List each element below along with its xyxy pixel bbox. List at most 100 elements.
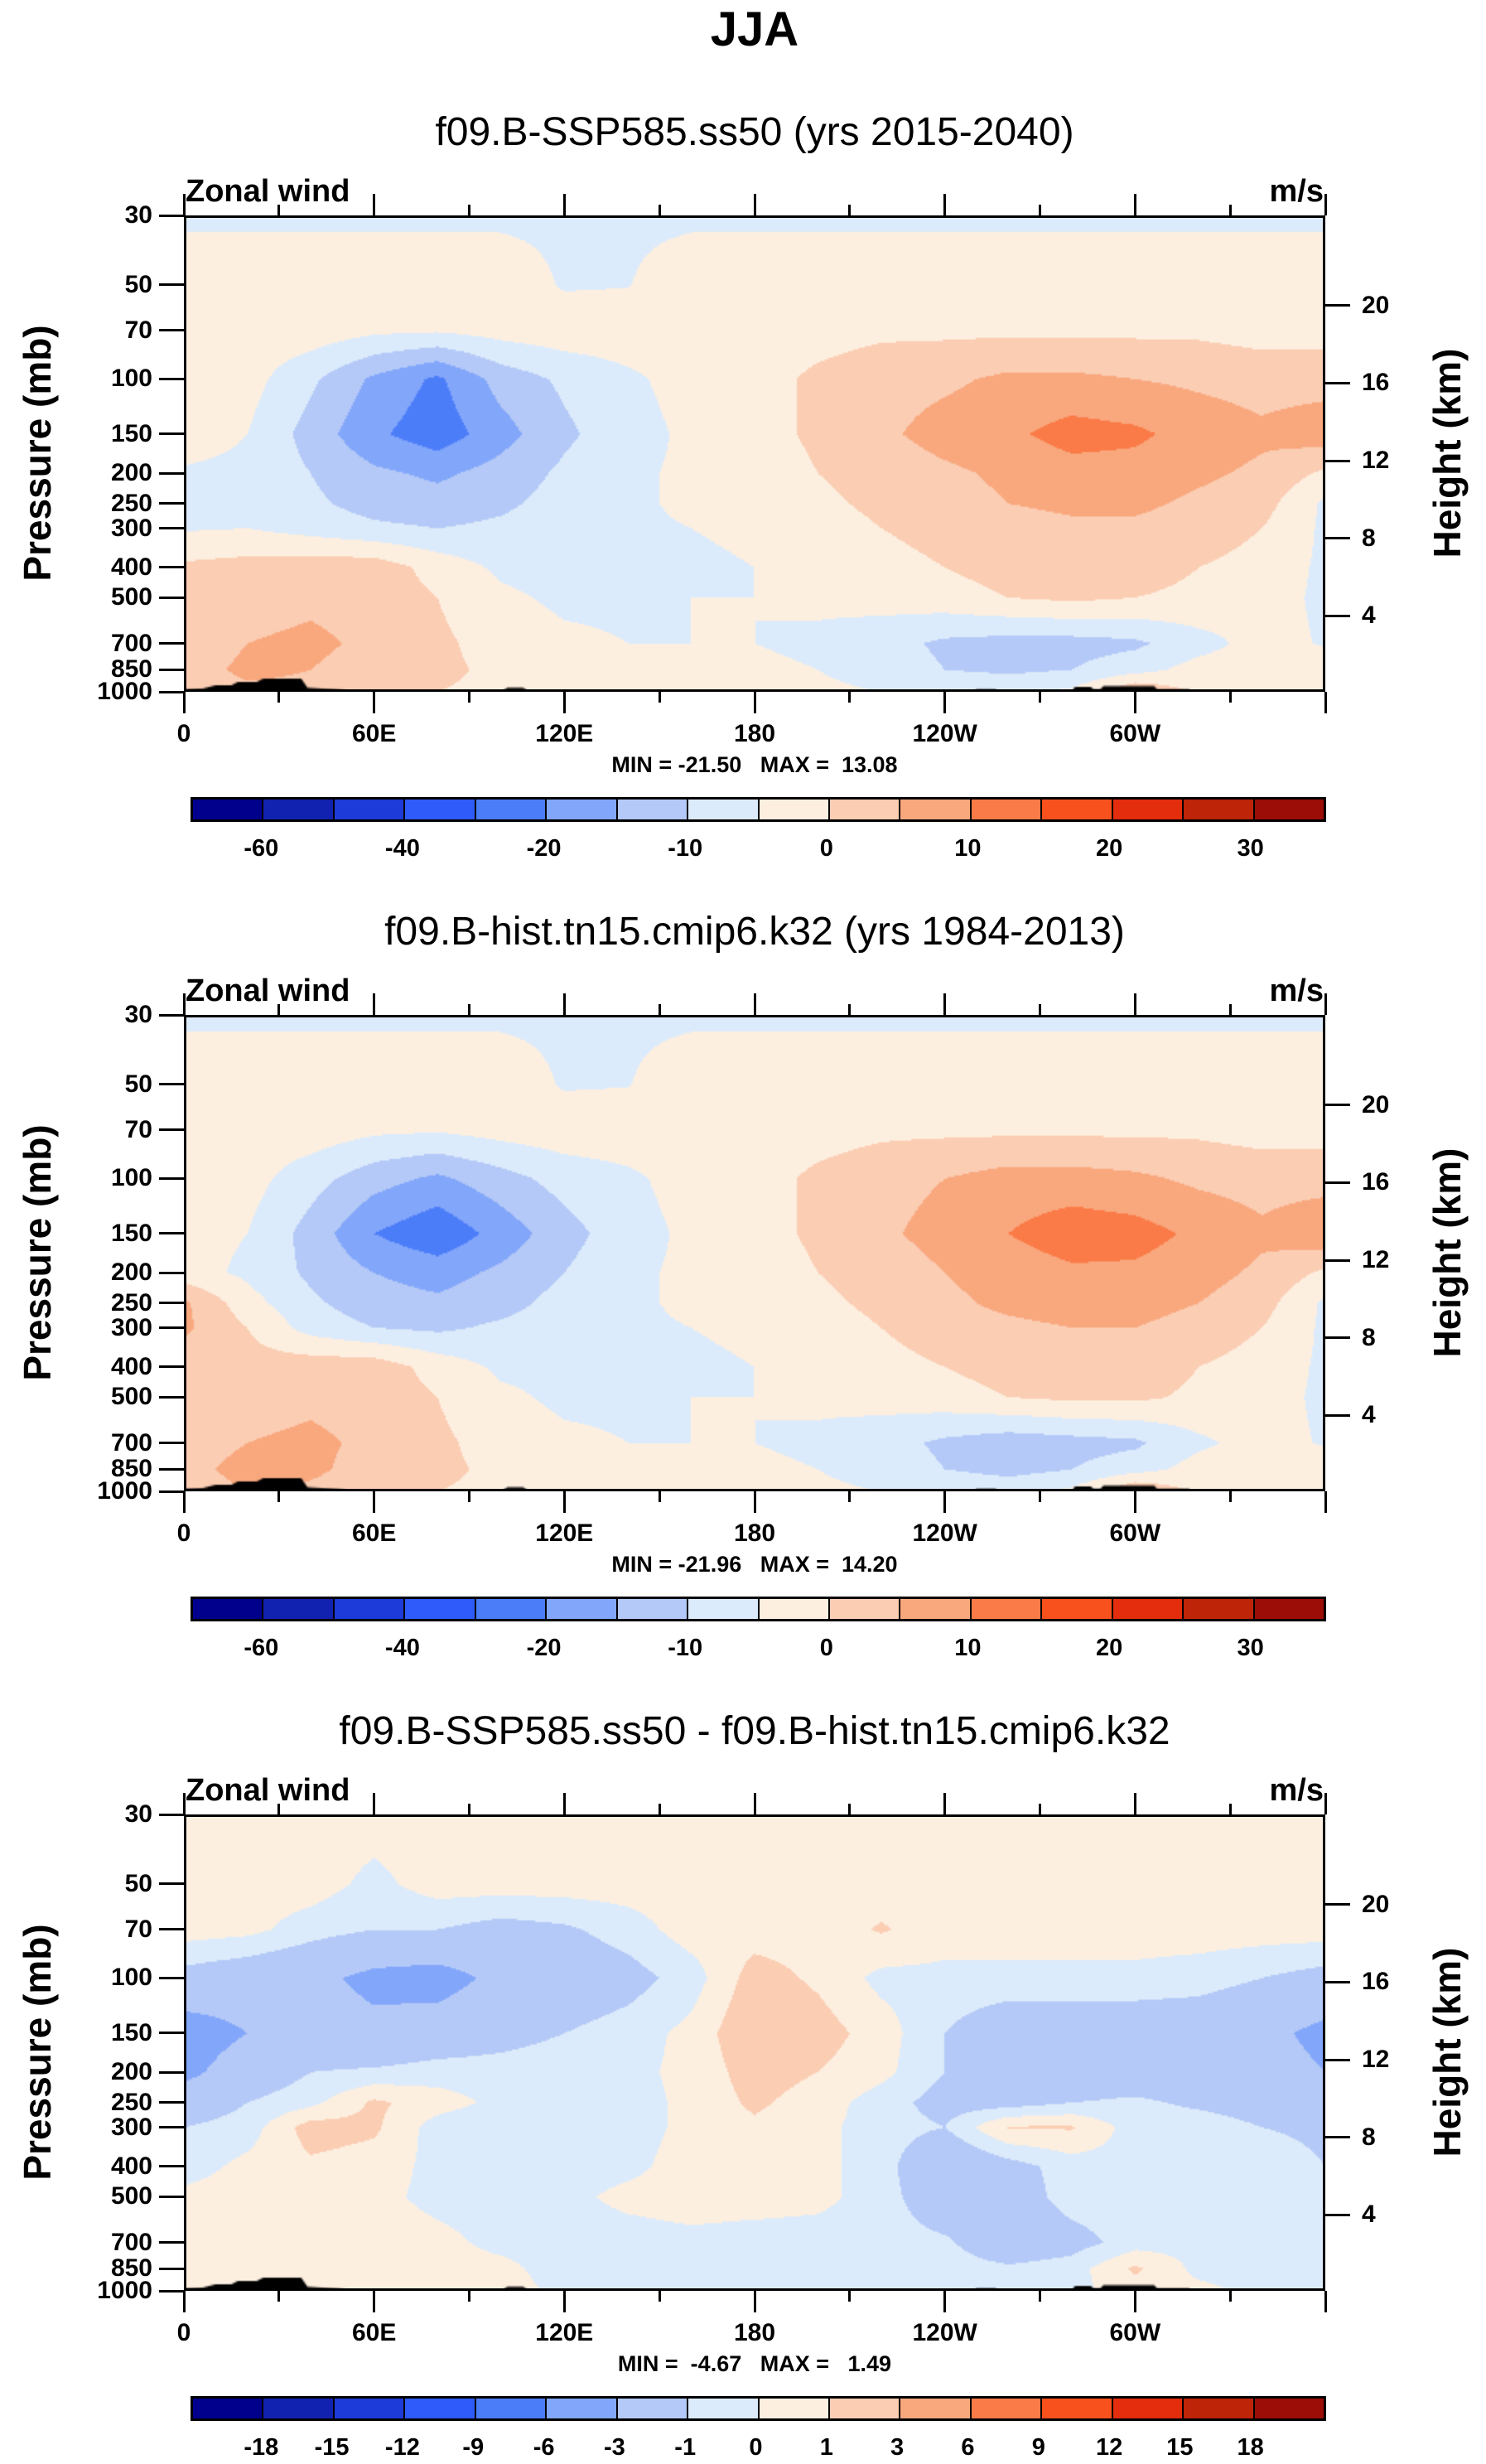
pressure-tick bbox=[159, 377, 184, 380]
pressure-tick-label: 50 bbox=[124, 270, 152, 298]
pressure-tick bbox=[159, 2101, 184, 2104]
units-label: m/s bbox=[1269, 1773, 1324, 1808]
lon-tick-bottom bbox=[943, 692, 947, 713]
pressure-tick bbox=[159, 1013, 184, 1017]
pressure-tick-label: 250 bbox=[110, 2088, 152, 2116]
colorbar-tick-label: 10 bbox=[954, 1635, 982, 1661]
pressure-tick bbox=[159, 1326, 184, 1330]
colorbar-cell bbox=[403, 800, 475, 819]
lon-tick-label: 120W bbox=[912, 2319, 977, 2346]
height-tick-label: 16 bbox=[1362, 369, 1390, 397]
lon-tick-bottom bbox=[1039, 692, 1041, 703]
height-tick-label: 20 bbox=[1362, 1090, 1390, 1118]
colorbar-cell bbox=[474, 800, 546, 819]
colorbar-cell bbox=[474, 1599, 546, 1619]
pressure-tick-label: 700 bbox=[110, 1428, 152, 1457]
colorbar bbox=[191, 1597, 1326, 1621]
pressure-tick-label: 50 bbox=[124, 1869, 152, 1897]
colorbar-tick-label: -6 bbox=[533, 2434, 555, 2461]
pressure-tick bbox=[159, 1928, 184, 1931]
height-axis-title: Height (km) bbox=[1426, 1147, 1469, 1358]
lon-tick-top bbox=[848, 1804, 852, 1814]
height-tick bbox=[1325, 2058, 1350, 2061]
height-tick bbox=[1325, 1104, 1350, 1107]
pressure-tick-label: 30 bbox=[124, 201, 152, 229]
height-tick bbox=[1325, 381, 1350, 384]
lon-tick-bottom bbox=[277, 1491, 281, 1502]
contour-field-canvas bbox=[184, 1814, 1325, 2291]
colorbar-cell bbox=[474, 2399, 546, 2418]
pressure-tick-label: 850 bbox=[110, 2254, 152, 2283]
pressure-tick-label: 70 bbox=[124, 1915, 152, 1943]
colorbar-tick-label: -40 bbox=[384, 835, 420, 862]
pressure-tick-label: 50 bbox=[124, 1070, 152, 1098]
pressure-tick bbox=[159, 1302, 184, 1305]
height-tick bbox=[1325, 1336, 1350, 1340]
colorbar-tick-label: -9 bbox=[462, 2434, 485, 2461]
lon-tick-bottom bbox=[943, 1491, 947, 1513]
pressure-tick bbox=[159, 2267, 184, 2270]
colorbar-cell bbox=[1040, 800, 1112, 819]
colorbar-cell bbox=[262, 2399, 333, 2418]
lon-tick-bottom bbox=[1133, 692, 1136, 713]
colorbar-cell bbox=[1182, 800, 1253, 819]
pressure-tick-label: 300 bbox=[110, 514, 152, 542]
pressure-tick-label: 700 bbox=[110, 629, 152, 657]
pressure-tick-label: 1000 bbox=[97, 678, 152, 705]
colorbar-tick-label: -60 bbox=[244, 835, 279, 862]
pressure-tick-label: 850 bbox=[110, 1455, 152, 1483]
lon-tick-label: 120E bbox=[535, 1519, 594, 1547]
lon-tick-top bbox=[182, 1793, 186, 1814]
colorbar-cell bbox=[827, 800, 900, 819]
lon-tick-label: 120W bbox=[912, 1519, 977, 1547]
colorbar-tick-label: 6 bbox=[961, 2434, 975, 2461]
lon-tick-bottom bbox=[848, 692, 852, 703]
colorbar-cell bbox=[687, 2399, 758, 2418]
lon-tick-bottom bbox=[373, 1491, 376, 1513]
lon-tick-top bbox=[277, 1804, 281, 1814]
pressure-tick-label: 250 bbox=[110, 1288, 152, 1317]
pressure-tick bbox=[159, 2032, 184, 2035]
pressure-tick bbox=[159, 1128, 184, 1132]
lon-tick-label: 180 bbox=[733, 1519, 776, 1547]
colorbar-cell bbox=[899, 1599, 970, 1619]
lon-tick-label: 60E bbox=[351, 1519, 397, 1547]
lon-tick-bottom bbox=[562, 1491, 566, 1513]
lon-tick-bottom bbox=[562, 2291, 566, 2312]
pressure-tick bbox=[159, 1976, 184, 1979]
colorbar-cell bbox=[969, 2399, 1041, 2418]
height-tick-label: 20 bbox=[1362, 1890, 1390, 1918]
lon-tick-label: 0 bbox=[176, 720, 191, 747]
height-tick-label: 16 bbox=[1362, 1968, 1390, 1996]
lon-tick-bottom bbox=[1039, 1491, 1041, 1502]
lon-tick-bottom bbox=[658, 2291, 661, 2302]
colorbar-tick-label: -10 bbox=[668, 835, 703, 862]
pressure-tick bbox=[159, 1083, 184, 1086]
lon-tick-bottom bbox=[468, 1491, 470, 1502]
pressure-tick bbox=[159, 2289, 184, 2292]
height-tick bbox=[1325, 1413, 1350, 1417]
colorbar-cell bbox=[757, 2399, 828, 2418]
colorbar-tick-label: 15 bbox=[1166, 2434, 1194, 2461]
colorbar-tick-label: -3 bbox=[603, 2434, 625, 2461]
pressure-tick-label: 500 bbox=[110, 583, 152, 611]
height-tick bbox=[1325, 1259, 1350, 1262]
lon-tick-bottom bbox=[468, 2291, 470, 2302]
lon-tick-top bbox=[277, 205, 281, 215]
colorbar-cell bbox=[1182, 2399, 1253, 2418]
colorbar-tick-label: 30 bbox=[1237, 1635, 1264, 1661]
lon-tick-bottom bbox=[468, 692, 470, 703]
plot-frame bbox=[184, 215, 1325, 692]
height-tick-label: 8 bbox=[1362, 1323, 1376, 1351]
pressure-tick-label: 500 bbox=[110, 2182, 152, 2210]
lon-tick-label: 120E bbox=[535, 720, 594, 747]
colorbar-cell bbox=[545, 1599, 616, 1619]
lon-tick-top bbox=[658, 1004, 661, 1015]
lon-tick-bottom bbox=[753, 692, 756, 713]
lon-tick-top bbox=[1133, 194, 1136, 215]
lon-tick-bottom bbox=[1228, 1491, 1232, 1502]
height-tick bbox=[1325, 1980, 1350, 1983]
colorbar-tick-label: 30 bbox=[1237, 835, 1264, 862]
colorbar-tick-label: 0 bbox=[819, 1635, 833, 1661]
pressure-tick bbox=[159, 566, 184, 569]
